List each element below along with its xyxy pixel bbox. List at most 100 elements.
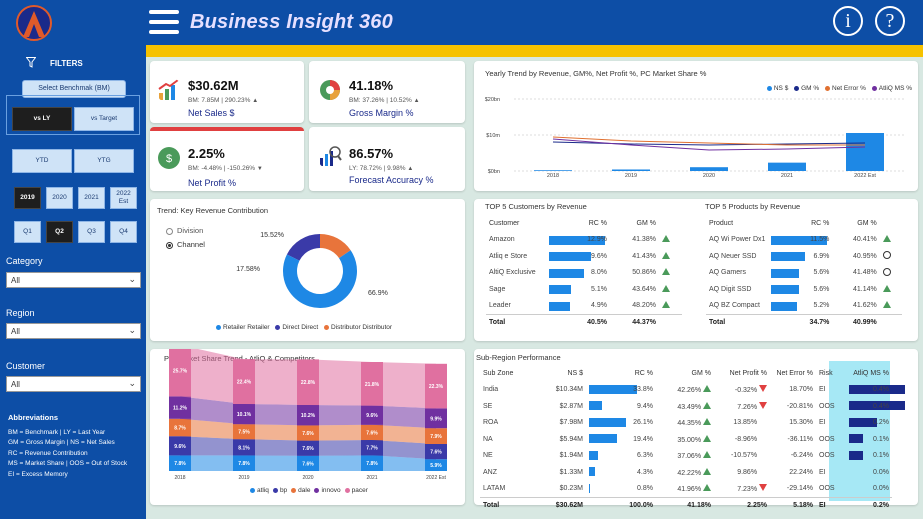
quarter-q4-button[interactable]: Q4 xyxy=(110,221,137,243)
share-data-label: 10.1% xyxy=(237,412,252,418)
total-ms: 0.2% xyxy=(846,497,892,514)
table-row[interactable]: India $10.34M 33.8% 42.26% -0.32% 18.70% EI 0… xyxy=(480,382,892,399)
donut-slice[interactable] xyxy=(287,234,320,261)
legend-dot xyxy=(216,325,221,330)
column-header[interactable]: RC % xyxy=(586,365,656,382)
ms-cell: 0.0% xyxy=(846,481,892,498)
ytd-button[interactable]: YTD xyxy=(12,149,72,173)
table-row[interactable]: AQ BZ Compact 5.2% 41.62% xyxy=(706,298,902,315)
table-row[interactable]: NE $1.94M 6.3% 37.06% -10.57% -6.24% OOS 0.1% xyxy=(480,448,892,465)
customer-dropdown[interactable]: All ⌄ xyxy=(6,376,141,392)
table-row[interactable]: Leader 4.9% 48.20% xyxy=(486,298,682,315)
table-row[interactable]: NA $5.94M 19.4% 35.00% -8.96% -36.11% OOS 0.1… xyxy=(480,431,892,448)
kpi-net-sales-card[interactable]: $30.62M BM: 7.85M | 290.23% ▲ Net Sales … xyxy=(150,61,304,123)
table-row[interactable]: AltiQ Exclusive 8.0% 50.86% xyxy=(486,265,682,282)
table-row[interactable]: SE $2.87M 9.4% 43.49% 7.26% -20.81% OOS 0.4% xyxy=(480,398,892,415)
trend-up-icon xyxy=(662,285,670,292)
region-value: All xyxy=(11,327,20,336)
table-row[interactable]: ANZ $1.33M 4.3% 42.22% 9.86% 22.24% EI 0.0% xyxy=(480,464,892,481)
share-data-label: 25.7% xyxy=(173,369,188,375)
risk-value: EI xyxy=(816,464,846,481)
gm-value: 41.38% xyxy=(610,232,659,249)
region-dropdown[interactable]: All ⌄ xyxy=(6,323,141,339)
column-header[interactable]: Sub Zone xyxy=(480,365,540,382)
np-value: 13.85% xyxy=(733,419,759,426)
column-header[interactable]: Risk xyxy=(816,365,846,382)
table-row[interactable]: Atliq e Store 9.6% 41.43% xyxy=(486,248,682,265)
ns-bar[interactable] xyxy=(768,163,806,171)
ns-bar[interactable] xyxy=(846,133,884,171)
rc-bar xyxy=(589,467,595,476)
donut-slice[interactable] xyxy=(283,250,357,308)
vs-ly-button[interactable]: vs LY xyxy=(12,107,72,131)
share-data-label: 7.8% xyxy=(174,461,186,467)
table-row[interactable]: AQ Gamers 5.6% 41.48% xyxy=(706,265,902,282)
menu-hamburger-icon[interactable] xyxy=(149,10,179,36)
vs-target-button[interactable]: vs Target xyxy=(74,107,134,131)
table-row[interactable]: AQ Wi Power Dx1 11.5% 40.41% xyxy=(706,232,902,249)
info-icon[interactable]: i xyxy=(833,6,863,36)
ns-bar[interactable] xyxy=(690,167,728,171)
column-header[interactable]: NS $ xyxy=(540,365,586,382)
kpi-net-profit-card[interactable]: $ 2.25% BM: -4.48% | -150.26% ▼ Net Prof… xyxy=(150,127,304,191)
year-2019-button[interactable]: 2019 xyxy=(14,187,41,209)
gm-value: 41.62% xyxy=(832,298,879,315)
table-row[interactable]: Amazon 12.9% 41.38% xyxy=(486,232,682,249)
column-header xyxy=(880,215,902,232)
abbr-line: EI = Excess Memory xyxy=(8,470,144,481)
product-name: AQ Digit SSD xyxy=(706,281,768,298)
rc-value: 6.3% xyxy=(637,452,653,459)
table-row[interactable]: AQ Digit SSD 5.6% 41.14% xyxy=(706,281,902,298)
rc-bar xyxy=(771,252,805,261)
ns-bar[interactable] xyxy=(612,169,650,171)
total-row: Total 34.7% 40.99% xyxy=(706,314,902,331)
year-2020-button[interactable]: 2020 xyxy=(46,187,73,209)
share-data-label: 7.7% xyxy=(366,446,378,452)
category-dropdown[interactable]: All ⌄ xyxy=(6,272,141,288)
table-row[interactable]: AQ Neuer SSD 6.9% 40.95% xyxy=(706,248,902,265)
ns-value: $10.34M xyxy=(540,382,586,399)
year-2022-est-button[interactable]: 2022 Est xyxy=(110,187,137,209)
share-data-label: 8.7% xyxy=(174,426,186,432)
share-data-label: 8.1% xyxy=(238,445,250,451)
rc-bar xyxy=(589,434,617,443)
rc-cell: 19.4% xyxy=(586,431,656,448)
column-header[interactable]: Net Error % xyxy=(770,365,816,382)
table-header-row: Sub Zone NS $ RC % GM % Net Profit % Net Erro… xyxy=(480,365,892,382)
abbreviations-title: Abbreviations xyxy=(8,413,144,424)
quarter-q1-button[interactable]: Q1 xyxy=(14,221,41,243)
total-gm: 41.18% xyxy=(656,497,714,514)
column-header[interactable]: RC % xyxy=(546,215,610,232)
column-header[interactable]: GM % xyxy=(656,365,714,382)
gm-value: 41.48% xyxy=(832,265,879,282)
revenue-donut-chart: 66.9%17.58%15.52% xyxy=(150,199,465,341)
net-sales-label: Net Sales $ xyxy=(188,108,235,118)
quarter-q2-button[interactable]: Q2 xyxy=(46,221,73,243)
total-row: Total 40.5% 44.37% xyxy=(486,314,682,331)
ns-value: $0.23M xyxy=(540,481,586,498)
table-row[interactable]: Sage 5.1% 43.64% xyxy=(486,281,682,298)
table-row[interactable]: ROA $7.98M 26.1% 44.35% 13.85% 15.30% EI 0.2% xyxy=(480,415,892,432)
column-header[interactable]: Net Profit % xyxy=(714,365,770,382)
column-header[interactable]: Customer xyxy=(486,215,546,232)
column-header[interactable]: AtliQ MS % xyxy=(846,365,892,382)
ms-value: 0.1% xyxy=(873,452,889,459)
column-header[interactable]: GM % xyxy=(832,215,879,232)
ytg-button[interactable]: YTG xyxy=(74,149,134,173)
year-2021-button[interactable]: 2021 xyxy=(78,187,105,209)
kpi-gross-margin-card[interactable]: 41.18% BM: 37.26% | 10.52% ▲ Gross Margi… xyxy=(309,61,465,123)
total-spacer xyxy=(880,314,902,331)
quarter-q3-button[interactable]: Q3 xyxy=(78,221,105,243)
help-icon[interactable]: ? xyxy=(875,6,905,36)
column-header[interactable]: GM % xyxy=(610,215,659,232)
category-label: Category xyxy=(6,256,43,266)
column-header[interactable]: RC % xyxy=(768,215,832,232)
kpi-forecast-accuracy-card[interactable]: 86.57% LY: 78.72% | 9.98% ▲ Forecast Acc… xyxy=(309,127,465,191)
column-header[interactable]: Product xyxy=(706,215,768,232)
product-name: AQ Wi Power Dx1 xyxy=(706,232,768,249)
legend-label: atliq xyxy=(257,487,269,494)
table-row[interactable]: LATAM $0.23M 0.8% 41.96% 7.23% -29.14% OOS 0.… xyxy=(480,481,892,498)
legend-distributor: Distributor Distributor xyxy=(331,324,392,331)
ms-value: 0.0% xyxy=(873,485,889,492)
ns-bar[interactable] xyxy=(534,170,572,171)
